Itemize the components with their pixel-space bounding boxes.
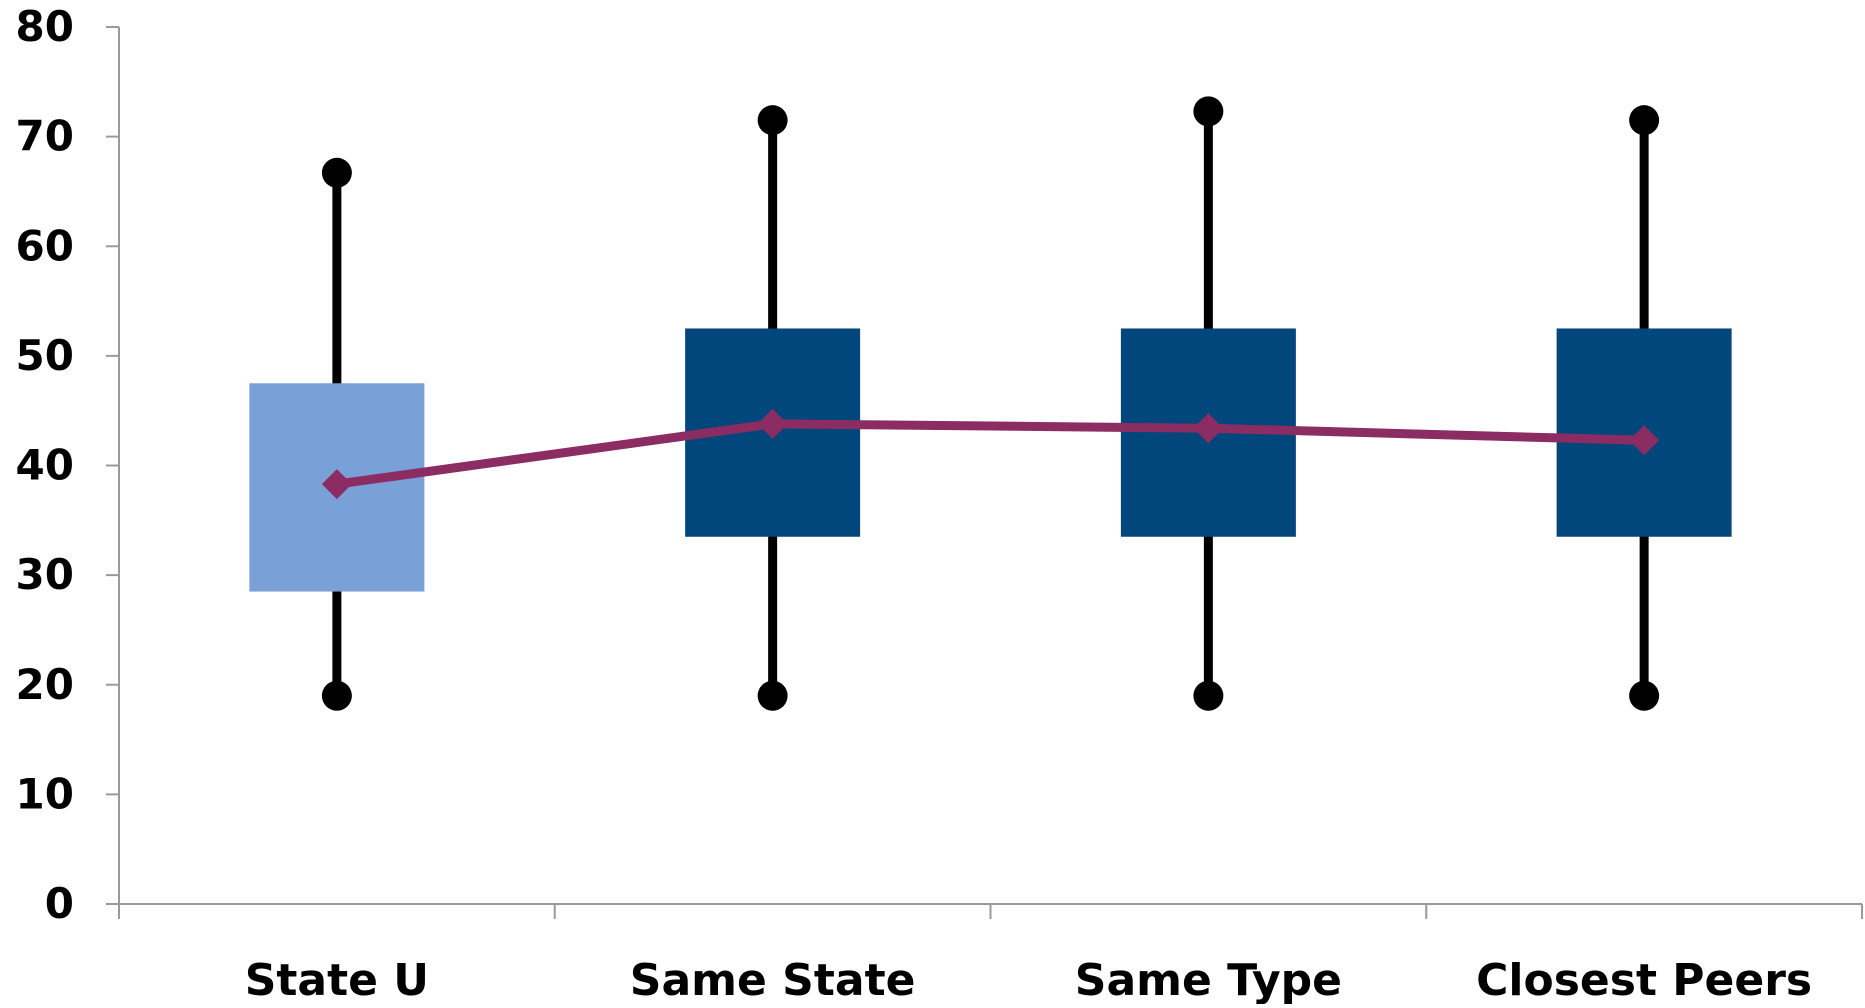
x-category-label: Same State	[630, 955, 916, 1004]
series-marker-diamond	[1193, 413, 1224, 444]
x-category-label: Same Type	[1075, 955, 1342, 1004]
whisker-max-point	[1629, 105, 1660, 136]
series-line	[336, 419, 1645, 489]
y-tick-label: 10	[16, 769, 74, 818]
whisker-max-point	[1193, 96, 1224, 127]
whisker-max-point	[757, 105, 788, 136]
y-tick-label: 40	[16, 441, 74, 490]
mean-line-series	[321, 408, 1660, 500]
whisker-min-point	[321, 680, 352, 711]
series-marker-diamond	[757, 408, 788, 439]
x-category-label: Closest Peers	[1476, 955, 1812, 1004]
whisker-min-point	[1629, 680, 1660, 711]
y-axis: 0 10 20 30 40 50 60 70 80	[16, 2, 120, 928]
x-axis: State U Same State Same Type Closest Peers	[118, 903, 1863, 1006]
y-tick-label: 50	[16, 331, 74, 380]
y-tick-label: 60	[16, 221, 74, 270]
whisker-max-point	[321, 157, 352, 188]
series-marker-diamond	[1629, 425, 1660, 456]
series-marker-diamond	[321, 469, 352, 500]
x-category-label: State U	[245, 955, 429, 1004]
whiskers	[321, 96, 1660, 711]
y-tick-label: 70	[16, 112, 74, 161]
y-tick-label: 30	[16, 550, 74, 599]
y-tick-label: 80	[16, 2, 74, 51]
y-tick-label: 20	[16, 660, 74, 709]
whisker-min-point	[757, 680, 788, 711]
whisker-min-point	[1193, 680, 1224, 711]
boxes	[249, 328, 1732, 592]
y-tick-label: 0	[45, 879, 74, 928]
